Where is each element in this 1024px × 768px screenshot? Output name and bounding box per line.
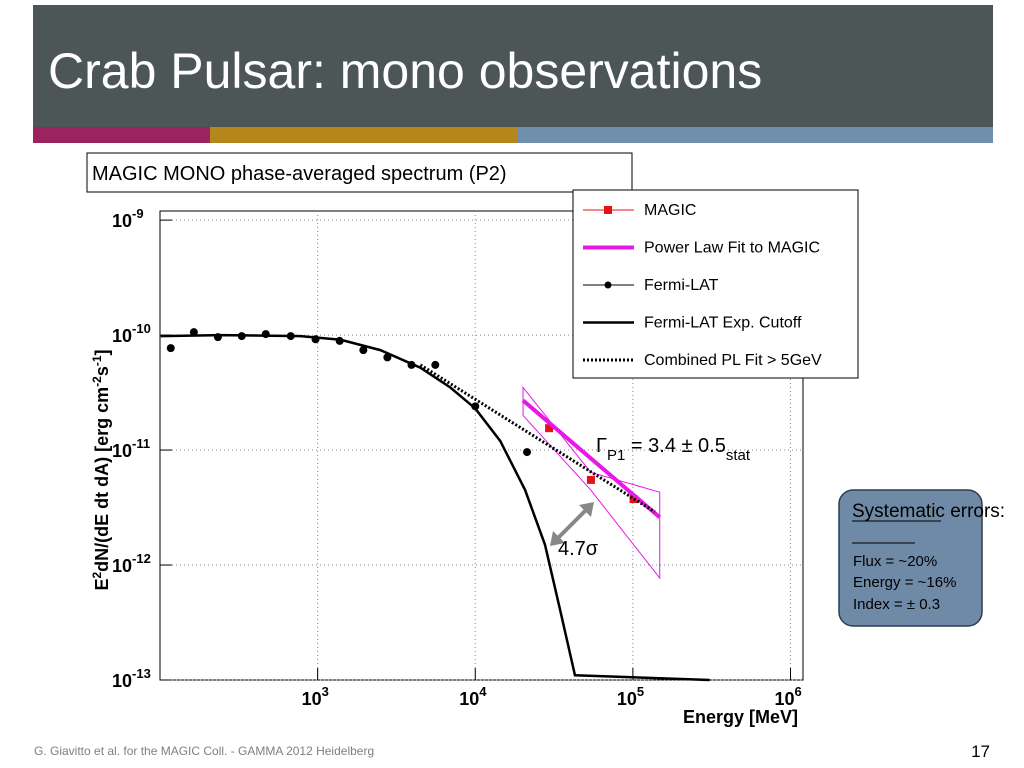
tick-exponent: -11 — [132, 436, 150, 451]
x-axis-label: Energy [MeV] — [683, 707, 798, 727]
legend-label: Fermi-LAT Exp. Cutoff — [644, 315, 802, 332]
y-tick-label: 10-12 — [112, 551, 151, 576]
y-label-part: 2 — [90, 572, 104, 579]
series-line — [160, 333, 710, 682]
slide-title: Crab Pulsar: mono observations — [48, 43, 762, 99]
x-tick-label: 106 — [775, 684, 802, 709]
systematics-box — [838, 489, 983, 627]
page-number: 17 — [971, 742, 990, 761]
systematics-heading: Systematic errors: — [852, 501, 1005, 522]
accent-bar — [210, 127, 518, 143]
systematics-line: Flux = ~20% — [853, 553, 937, 570]
series-line — [521, 398, 662, 519]
y-label-part: s — [92, 366, 112, 376]
legend-box — [572, 189, 859, 379]
tick-base: 10 — [459, 689, 479, 709]
y-tick-label: 10-10 — [112, 321, 151, 346]
annotation-part: = 3.4 ± 0.5 — [625, 435, 726, 457]
data-point — [189, 328, 198, 337]
y-label-part: -2 — [90, 376, 104, 387]
data-point — [545, 424, 554, 433]
tick-base: 10 — [617, 689, 637, 709]
legend-marker — [604, 206, 612, 214]
data-point — [523, 448, 532, 457]
index-annotation: ΓP1 = 3.4 ± 0.5stat — [596, 435, 751, 464]
tick-base: 10 — [112, 671, 132, 691]
arrow-head — [550, 531, 565, 546]
legend-label: Power Law Fit to MAGIC — [644, 240, 820, 257]
tick-base: 10 — [775, 689, 795, 709]
y-tick-label: 10-13 — [112, 666, 151, 691]
y-tick-label: 10-9 — [112, 206, 144, 231]
chart-title-box — [86, 152, 633, 193]
header-band — [33, 5, 993, 127]
tick-exponent: 4 — [479, 684, 487, 699]
tick-exponent: -9 — [132, 206, 144, 221]
data-point — [629, 495, 638, 504]
legend-marker — [604, 281, 612, 289]
tick-exponent: -12 — [132, 551, 151, 566]
annotation-part: P1 — [607, 447, 625, 464]
arrow-shaft — [554, 506, 590, 542]
y-axis-label: E2dN/(dE dt dA) [erg cm-2s-1] — [90, 349, 112, 590]
annotation-part: stat — [726, 447, 751, 464]
accent-bar — [518, 127, 993, 143]
data-point — [586, 475, 595, 484]
tick-exponent: -13 — [132, 666, 151, 681]
legend-label: Fermi-LAT — [644, 277, 719, 294]
tick-base: 10 — [112, 211, 132, 231]
tick-exponent: -10 — [132, 321, 151, 336]
tick-base: 10 — [112, 441, 132, 461]
y-label-part: ] — [92, 349, 112, 355]
annotation-part: Γ — [596, 435, 607, 457]
y-tick-label: 10-11 — [112, 436, 150, 461]
arrow-head — [579, 502, 594, 517]
data-point — [431, 360, 440, 369]
tick-base: 10 — [112, 326, 132, 346]
significance-annotation: 4.7σ — [558, 538, 599, 560]
y-label-part: E — [92, 579, 112, 591]
y-label-part: dN/(dE dt dA) [erg cm — [92, 387, 112, 572]
plot: 103 104 105 10610-910-1010-1110-1210-13MAGI… — [112, 189, 859, 709]
tick-exponent: 3 — [322, 684, 329, 699]
accent-bar — [33, 127, 210, 143]
y-label-part: -1 — [90, 355, 104, 366]
systematics-line: Index = ± 0.3 — [853, 596, 940, 613]
tick-exponent: 6 — [795, 684, 802, 699]
legend-label: MAGIC — [644, 202, 696, 219]
tick-exponent: 5 — [637, 684, 644, 699]
legend-label: Combined PL Fit > 5GeV — [644, 352, 822, 369]
chart-title: MAGIC MONO phase-averaged spectrum (P2) — [92, 163, 507, 185]
tick-base: 10 — [112, 556, 132, 576]
tick-base: 10 — [302, 689, 322, 709]
x-tick-label: 103 — [302, 684, 329, 709]
data-point — [359, 346, 368, 355]
data-point — [166, 344, 175, 353]
footer: G. Giavitto et al. for the MAGIC Coll. -… — [34, 744, 374, 758]
x-tick-label: 104 — [459, 684, 487, 709]
significance-arrow — [550, 502, 594, 546]
x-tick-label: 105 — [617, 684, 644, 709]
systematics-line: Energy = ~16% — [853, 574, 956, 591]
